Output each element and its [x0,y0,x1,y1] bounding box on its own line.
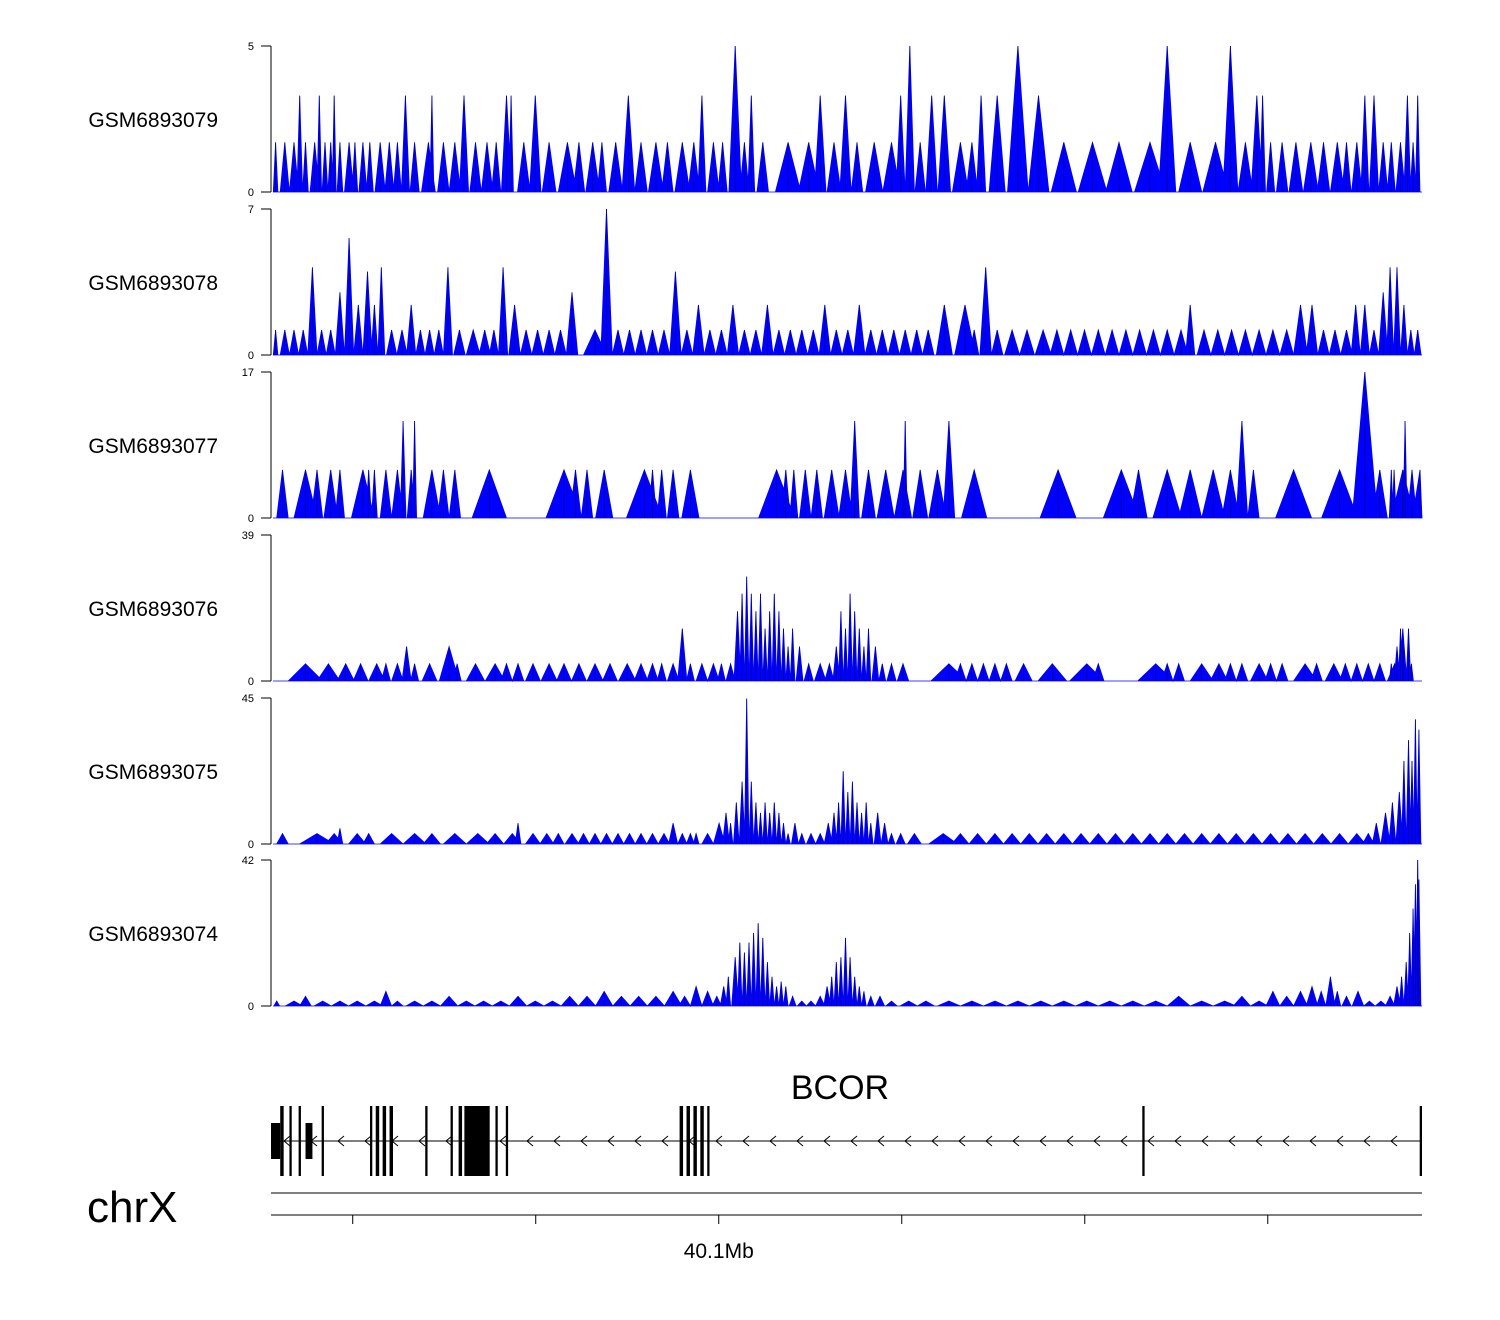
strand-chevron [1066,1135,1074,1147]
coverage-area [273,859,1422,1008]
track-name-label: GSM6893075 [88,761,218,784]
track-name-label: GSM6893077 [88,435,218,458]
track-GSM6893077: GSM6893077 17 0 [88,367,1423,525]
gene-exon [1419,1106,1422,1176]
gene-exon [369,1106,373,1176]
gene-exon [375,1106,380,1176]
strand-chevron [337,1135,345,1147]
y-tick-label-max: 42 [242,855,254,867]
coverage-area [272,45,1422,193]
gene-exon [425,1106,428,1176]
strand-chevron [1174,1135,1182,1147]
chromosome-label: chrX [87,1183,177,1232]
track-name-label: GSM6893079 [88,109,218,132]
y-tick-label-max: 39 [242,530,254,542]
gene-exon [679,1106,684,1176]
gene-exon [505,1106,509,1176]
strand-chevron [499,1135,507,1147]
strand-chevron [1093,1135,1101,1147]
track-GSM6893076: GSM6893076 39 0 [88,530,1422,688]
track-name-label: GSM6893078 [88,272,218,295]
coverage-area [273,371,1423,519]
strand-chevron [715,1135,723,1147]
strand-chevron [1390,1135,1398,1147]
strand-chevron [607,1135,615,1147]
track-name-label: GSM6893076 [88,598,218,621]
strand-chevron [904,1135,912,1147]
gene-exon [458,1106,463,1176]
y-tick-label-min: 0 [248,839,254,851]
strand-chevron [283,1135,291,1147]
gene-exon [389,1106,394,1176]
y-tick-label-min: 0 [248,350,254,362]
strand-chevron [877,1135,885,1147]
track-GSM6893078: GSM6893078 7 0 [88,204,1422,362]
strand-chevron [661,1135,669,1147]
strand-chevron [1012,1135,1020,1147]
strand-chevron [850,1135,858,1147]
coverage-area [273,576,1422,683]
track-GSM6893075: GSM6893075 45 0 [88,693,1422,851]
gene-exon [289,1106,292,1176]
strand-chevron [1309,1135,1317,1147]
strand-chevron [634,1135,642,1147]
chromosome-axis: chrX 40.1Mb [87,1183,1422,1263]
y-tick-label-min: 0 [248,513,254,525]
y-tick-label-min: 0 [248,1001,254,1013]
gene-exon [495,1106,498,1176]
strand-chevron [1147,1135,1155,1147]
strand-chevron [1120,1135,1128,1147]
strand-chevron [796,1135,804,1147]
strand-chevron [1228,1135,1236,1147]
gene-exon [693,1106,697,1176]
y-tick-label-max: 45 [242,693,254,705]
gene-exon [707,1106,710,1176]
gene-exon [450,1106,453,1176]
strand-chevron [769,1135,777,1147]
gene-exon [305,1123,313,1159]
strand-chevron [553,1135,561,1147]
strand-chevron [1363,1135,1371,1147]
gene-exon [700,1106,704,1176]
gene-exon [464,1106,490,1176]
strand-chevron [1201,1135,1209,1147]
strand-chevron [1282,1135,1290,1147]
strand-chevron [418,1135,426,1147]
strand-chevron [1039,1135,1047,1147]
gene-exon [321,1106,324,1176]
y-tick-label-max: 5 [248,41,254,53]
strand-chevron [526,1135,534,1147]
track-GSM6893074: GSM6893074 42 0 [88,855,1422,1013]
strand-chevron [742,1135,750,1147]
signal-tracks: GSM689307950GSM689307870GSM6893077170GSM… [88,41,1423,1013]
strand-chevron [958,1135,966,1147]
y-tick-label-max: 17 [242,367,254,379]
genome-axis-tick-label: 40.1Mb [684,1240,754,1263]
strand-chevron [445,1135,453,1147]
strand-chevron [1255,1135,1263,1147]
y-tick-label-max: 7 [248,204,254,216]
gene-exon [280,1106,284,1176]
gene-exon [298,1106,301,1176]
gene-name-label: BCOR [791,1069,889,1107]
gene-track: BCOR [271,1069,1422,1176]
strand-chevron [931,1135,939,1147]
strand-chevron [985,1135,993,1147]
gene-exon [271,1123,281,1159]
gene-exon [1142,1106,1145,1176]
track-name-label: GSM6893074 [88,923,218,946]
gene-exon [686,1106,690,1176]
strand-chevron [580,1135,588,1147]
y-tick-label-min: 0 [248,676,254,688]
strand-chevron [823,1135,831,1147]
strand-chevron [1336,1135,1344,1147]
gene-exon [382,1106,387,1176]
strand-chevron [364,1135,372,1147]
y-tick-label-min: 0 [248,187,254,199]
track-GSM6893079: GSM6893079 5 0 [88,41,1422,199]
